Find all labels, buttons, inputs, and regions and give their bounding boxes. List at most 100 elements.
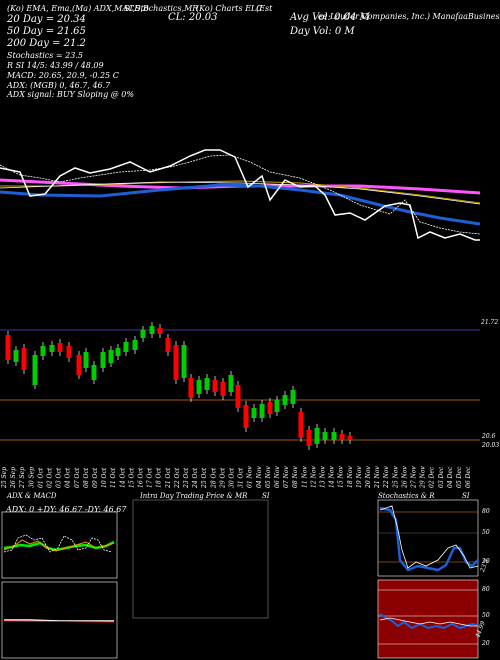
candle-body	[347, 436, 353, 440]
date-tick-label: 20 Nov	[365, 466, 372, 489]
date-tick-label: 15 Oct	[128, 467, 135, 488]
candle-body	[306, 430, 312, 446]
adx-line: ADX: (MGB) 0, 46.7, 46.7	[7, 81, 111, 90]
date-tick-label: 30 Oct	[229, 467, 236, 488]
candle-body	[267, 402, 273, 414]
candle-body	[66, 346, 72, 358]
candle-body	[235, 385, 241, 408]
date-tick-label: 27 Nov	[411, 466, 418, 489]
stoch-panel-title: Stochastics & R	[378, 492, 435, 500]
date-tick-label: 13 Nov	[320, 466, 327, 488]
date-tick-label: 11 Nov	[301, 466, 308, 488]
date-tick-label: 31 Oct	[238, 467, 245, 488]
stoch-panel-si: SI	[462, 492, 470, 500]
date-tick-label: 21 Nov	[374, 466, 381, 489]
candle-body	[322, 432, 328, 440]
candle-body	[57, 343, 63, 352]
macd-signal-line	[3, 620, 115, 623]
adx-dotted-line	[3, 534, 113, 553]
candle-body	[165, 338, 171, 352]
date-tick-label: 29 Nov	[420, 466, 427, 489]
candle-body	[49, 345, 55, 352]
rsi-level-50: 50	[482, 612, 490, 619]
candle-body	[314, 428, 320, 444]
candle-body	[339, 434, 345, 440]
candle-body	[290, 390, 296, 404]
date-tick-label: 24 Oct	[192, 467, 199, 489]
date-tick-label: 02 Dec	[429, 466, 436, 488]
candle-body	[157, 328, 163, 334]
candle-body	[100, 352, 106, 368]
price-close-line	[0, 149, 480, 241]
date-tick-label: 26 Sep	[10, 467, 17, 489]
candle-body	[32, 355, 38, 385]
candle-body	[282, 395, 288, 405]
candle-body	[40, 346, 46, 356]
candle-body	[298, 412, 304, 438]
candle-body	[76, 355, 82, 375]
date-tick-label: 15 Nov	[338, 466, 345, 488]
day-volume: Day Vol: 0 M	[290, 26, 355, 37]
date-tick-label: 06 Nov	[274, 466, 281, 488]
rsi-signal-line	[379, 617, 478, 627]
avg-volume: Avg Vol: 0.04 M	[290, 12, 370, 23]
date-tick-label: 03 Dec	[438, 466, 445, 488]
price-level-bottom: 20.6	[482, 433, 496, 440]
candle-body	[13, 350, 19, 362]
date-tick-label: 23 Oct	[183, 467, 190, 489]
ema-thin-white-line	[0, 181, 481, 205]
header-line-0: (Ko) EMA, Ema,(Ma) ADX,MACD,B	[7, 4, 149, 13]
date-tick-label: 18 Nov	[347, 466, 354, 488]
candle-body	[91, 365, 97, 380]
rsi-line	[379, 613, 479, 630]
stoch-k-line	[379, 506, 479, 572]
rsi-label: R SI 14/5: 43.99 / 48.09	[7, 61, 104, 70]
candle-body	[228, 375, 234, 392]
date-tick-label: 16 Oct	[138, 467, 145, 488]
candle-body	[188, 378, 194, 398]
adx-signal: ADX signal: BUY Sloping @ 0%	[7, 90, 134, 99]
price-level-top: 21.72	[481, 319, 499, 326]
date-tick-label: 04 Nov	[256, 466, 263, 488]
date-tick-label: 01 Nov	[247, 466, 254, 488]
stoch-d-line	[379, 505, 479, 569]
date-tick-label: 07 Oct	[74, 467, 81, 488]
candle-body	[123, 342, 129, 352]
candle-body	[251, 408, 257, 418]
candle-body	[196, 380, 202, 394]
date-tick-label: 03 Oct	[56, 467, 63, 488]
date-tick-label: 17 Oct	[147, 467, 154, 488]
candle-body	[21, 348, 27, 370]
date-tick-label: 14 Nov	[329, 466, 336, 488]
date-tick-label: 01 Oct	[37, 467, 44, 488]
close-price: CL: 20.03	[168, 12, 218, 23]
candle-body	[173, 345, 179, 380]
date-tick-label: 28 Oct	[210, 467, 217, 489]
candle-body	[212, 380, 218, 392]
date-tick-label: 04 Dec	[447, 466, 454, 488]
stoch-level-50: 50	[482, 529, 490, 536]
candle-body	[243, 405, 249, 428]
date-tick-label: 07 Nov	[283, 466, 290, 488]
date-tick-label: 06 Dec	[465, 466, 472, 488]
stoch-level-80: 80	[482, 508, 490, 515]
candle-body	[220, 382, 226, 396]
date-tick-label: 11 Oct	[110, 467, 117, 488]
candle-body	[132, 340, 138, 350]
company-label: ee Lauder Companies, Inc.) ManafaaBusine…	[318, 12, 500, 21]
header-right-label: (Est	[256, 4, 273, 13]
rsi-level-20: 20	[482, 640, 490, 647]
candle-body	[259, 404, 265, 418]
date-tick-label: 05 Nov	[265, 466, 272, 488]
date-tick-label: 10 Oct	[101, 467, 108, 488]
date-tick-label: 09 Oct	[92, 467, 99, 488]
intraday-panel	[132, 499, 269, 619]
price-level-bottom2: 20.03	[482, 442, 500, 449]
candle-body	[181, 345, 187, 378]
date-tick-label: 27 Sep	[19, 467, 26, 489]
ema50-label: 50 Day = 21.65	[7, 26, 86, 37]
date-tick-label: 21 Oct	[165, 467, 172, 489]
date-tick-label: 19 Nov	[356, 466, 363, 488]
